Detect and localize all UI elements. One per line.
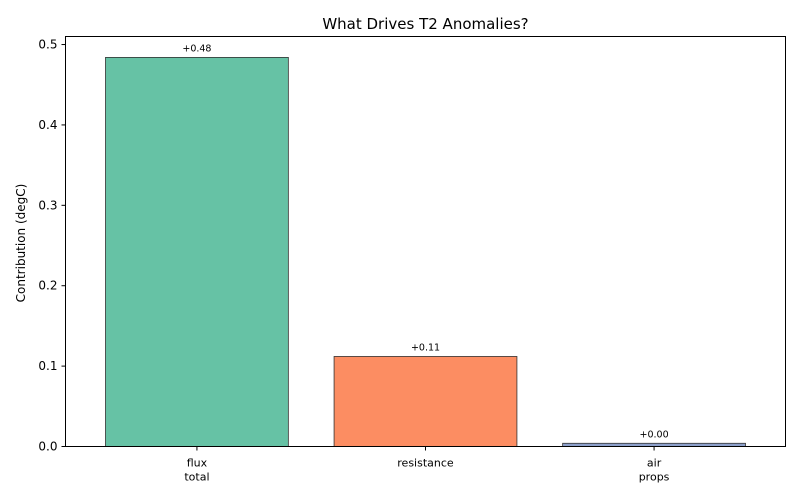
data-label-2: +0.00 xyxy=(640,429,669,440)
x-axis-categories: flux total resistance air props xyxy=(184,446,670,484)
bars-layer xyxy=(105,57,746,447)
bar-0 xyxy=(105,57,289,447)
data-labels: +0.48 +0.11 +0.00 xyxy=(182,43,668,440)
plot-frame xyxy=(65,36,786,447)
x-tick-label-1: resistance xyxy=(397,457,454,470)
x-tick-label-line: total xyxy=(184,471,209,484)
y-tick-label-4: 0.4 xyxy=(38,118,57,132)
data-label-1: +0.11 xyxy=(411,342,440,353)
x-tick-label-line: flux xyxy=(187,457,208,470)
x-tick-label-line: props xyxy=(639,471,670,484)
y-axis-label: Contribution (degC) xyxy=(14,184,28,303)
y-tick-label-5: 0.5 xyxy=(38,38,57,52)
data-label-0: +0.48 xyxy=(182,43,211,54)
y-tick-label-1: 0.1 xyxy=(38,359,57,373)
x-tick-label-2: air props xyxy=(639,457,670,484)
y-tick-label-0: 0.0 xyxy=(38,440,57,454)
y-axis-ticks: 0.0 0.1 0.2 0.3 0.4 0.5 xyxy=(38,38,66,454)
bar-1 xyxy=(333,356,518,447)
y-tick-label-2: 0.2 xyxy=(38,279,57,293)
chart-title: What Drives T2 Anomalies? xyxy=(322,15,528,33)
x-tick-label-line: air xyxy=(647,457,662,470)
y-tick-label-3: 0.3 xyxy=(38,198,57,212)
x-tick-label-line: resistance xyxy=(397,457,454,470)
x-tick-label-0: flux total xyxy=(184,457,209,484)
